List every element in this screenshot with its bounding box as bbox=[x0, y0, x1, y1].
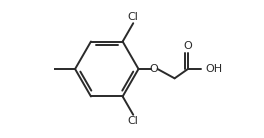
Text: Cl: Cl bbox=[128, 116, 139, 126]
Text: O: O bbox=[150, 64, 158, 74]
Text: OH: OH bbox=[206, 64, 223, 74]
Text: Cl: Cl bbox=[128, 12, 139, 22]
Text: O: O bbox=[183, 41, 192, 51]
